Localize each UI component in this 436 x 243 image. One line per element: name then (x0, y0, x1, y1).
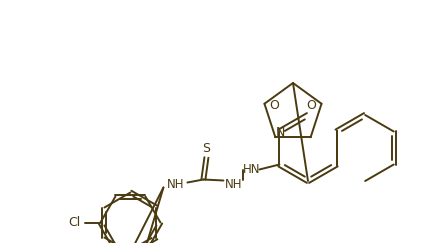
Text: O: O (307, 99, 317, 112)
Text: Cl: Cl (68, 216, 80, 229)
Text: NH: NH (225, 178, 242, 191)
Text: S: S (202, 142, 211, 155)
Text: HN: HN (243, 163, 260, 176)
Text: N: N (276, 126, 285, 139)
Text: O: O (269, 99, 279, 112)
Text: NH: NH (167, 178, 184, 191)
